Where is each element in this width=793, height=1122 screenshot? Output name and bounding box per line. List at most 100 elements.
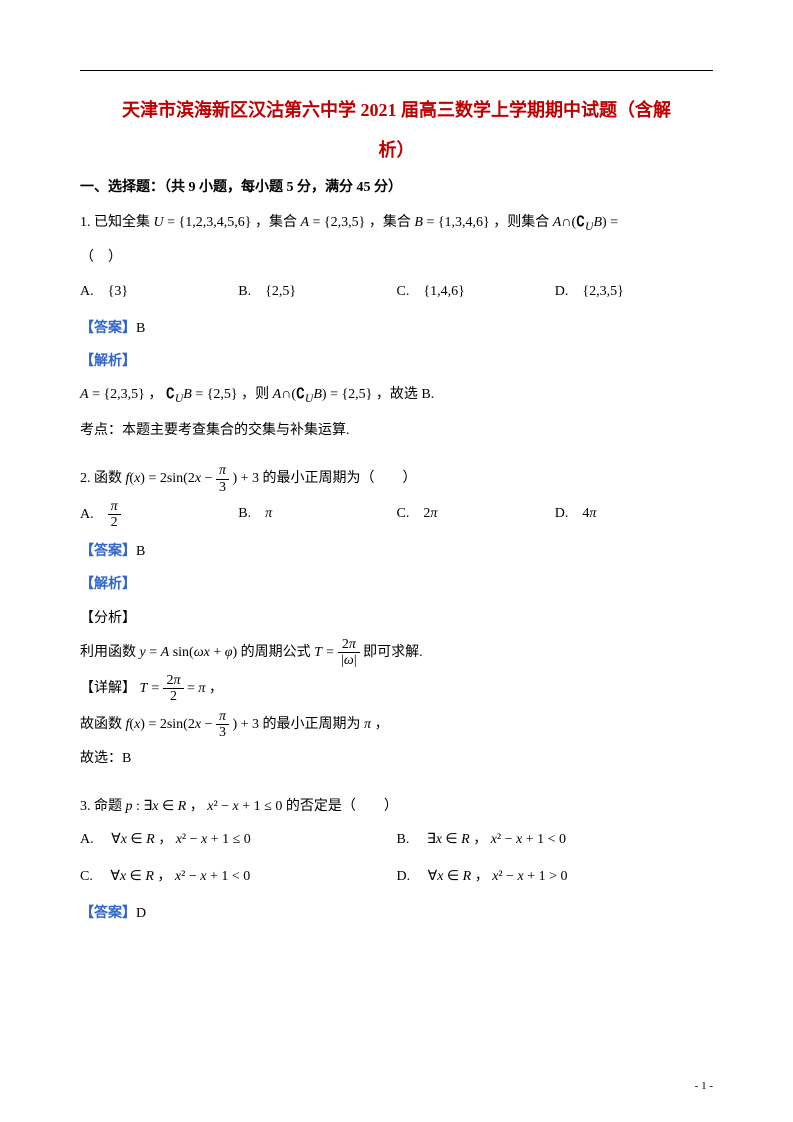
q2-T-frac: 2π|ω| — [338, 637, 360, 669]
q3-optA-q: ∀x ∈ R — [111, 832, 155, 847]
q2-optA-num: π — [108, 499, 121, 515]
q1-optB-lab: B. — [238, 284, 265, 299]
q1-U: U — [154, 215, 164, 230]
q2-optC-lab: C. — [397, 506, 424, 521]
q1-sol-CB-set: = {2,5} — [192, 387, 238, 402]
q2-answer: 【答案】B — [80, 537, 713, 566]
q2-so-val: π — [364, 717, 371, 732]
q3-ineq: x² − x + 1 ≤ 0 — [207, 799, 282, 814]
q3-optC-sep: ， — [157, 869, 175, 884]
q1-optA-val: {3} — [108, 284, 128, 299]
q1-stem: 1. 已知全集 U = {1,2,3,4,5,6} ，集合 A = {2,3,5… — [80, 208, 713, 239]
q2-optA: A. π2 — [80, 499, 238, 531]
q1-sol-mid2: ，则 — [241, 387, 273, 402]
q3-p-expr: : ∃x ∈ R — [133, 799, 187, 814]
q2-detail-T: T = — [140, 681, 160, 696]
q1-optC: C. {1,4,6} — [397, 277, 555, 308]
q2-frac-num: π — [216, 463, 229, 479]
q3-optC-q: ∀x ∈ R — [110, 869, 154, 884]
q1-sol-cap: ∩( — [281, 387, 296, 402]
q1-sol-complement2: ∁ — [296, 387, 305, 402]
page-title: 天津市滨海新区汉沽第六中学 2021 届高三数学上学期期中试题（含解 析） — [80, 91, 713, 170]
q2-jiexi: 【解析】 — [80, 570, 713, 599]
q2-ans: B — [136, 544, 145, 559]
q1-sol-complement: ∁ — [166, 387, 175, 402]
q3-optB-lab: B. — [397, 832, 424, 847]
q1-answer: 【答案】B — [80, 314, 713, 343]
q1-sol-A: A — [80, 387, 89, 402]
title-line-1: 天津市滨海新区汉沽第六中学 2021 届高三数学上学期期中试题（含解 — [122, 100, 671, 120]
q1-B-expr: = {1,3,4,6} — [423, 215, 490, 230]
q3-optD: D. ∀x ∈ R ， x² − x + 1 > 0 — [397, 862, 714, 893]
q1-optC-val: {1,4,6} — [423, 284, 464, 299]
q2-detail-den: 2 — [163, 689, 183, 704]
q3-options-row2: C. ∀x ∈ R ， x² − x + 1 < 0 D. ∀x ∈ R ， x… — [80, 862, 713, 893]
q1-jiexi: 【解析】 — [80, 347, 713, 376]
q2-detail-frac: 2π2 — [163, 673, 183, 705]
q3-optB-sep: ， — [473, 832, 491, 847]
q3-optC-e: x² − x + 1 < 0 — [175, 869, 250, 884]
q1-optD: D. {2,3,5} — [555, 277, 713, 308]
q1-expr-B: B — [593, 215, 602, 230]
q3-post: 的否定是（ ） — [286, 799, 398, 814]
q1-sol-end: ，故选 B. — [376, 387, 434, 402]
q2-so-pre: 故函数 — [80, 717, 126, 732]
q3-optD-e: x² − x + 1 > 0 — [492, 869, 567, 884]
q2-detail-eq: = π — [187, 681, 205, 696]
q2-T-den: |ω| — [338, 653, 360, 668]
q3-options-row1: A. ∀x ∈ R ， x² − x + 1 ≤ 0 B. ∃x ∈ R ， x… — [80, 825, 713, 856]
answer-label-3: 【答案】 — [80, 906, 136, 921]
q2-so-fx-expr: (x) = 2sin(2x − — [129, 717, 216, 732]
q2-fx-post: ) + 3 — [232, 471, 259, 486]
q1-options: A. {3} B. {2,5} C. {1,4,6} D. {2,3,5} — [80, 277, 713, 308]
q1-optB: B. {2,5} — [238, 277, 396, 308]
q2-optD-val: 4π — [582, 506, 596, 521]
q3-p: p — [126, 799, 133, 814]
top-rule — [80, 70, 713, 71]
q2-detail-comma: ， — [209, 681, 223, 696]
q1-mid1: ，集合 — [255, 215, 301, 230]
q2-options: A. π2 B. π C. 2π D. 4π — [80, 499, 713, 531]
answer-label: 【答案】 — [80, 321, 136, 336]
q2-y-expr: = A sin(ωx + φ) — [146, 645, 237, 660]
q3-optC: C. ∀x ∈ R ， x² − x + 1 < 0 — [80, 862, 397, 893]
exam-page: 天津市滨海新区汉沽第六中学 2021 届高三数学上学期期中试题（含解 析） 一、… — [0, 0, 793, 1122]
q1-optC-lab: C. — [397, 284, 424, 299]
q2-so-fx-post: ) + 3 — [232, 717, 259, 732]
jiexi-label: 【解析】 — [80, 354, 136, 369]
section-header: 一、选择题：（共 9 小题，每小题 5 分，满分 45 分） — [80, 176, 713, 196]
q3-optC-lab: C. — [80, 869, 107, 884]
q2-optD-lab: D. — [555, 506, 583, 521]
title-line-2: 析） — [379, 140, 415, 160]
q2-so-post: 的最小正周期为 — [263, 717, 365, 732]
q1-optB-val: {2,5} — [265, 284, 296, 299]
q2-stem-post: 的最小正周期为（ ） — [263, 471, 417, 486]
q1-pre: 1. 已知全集 — [80, 215, 154, 230]
q2-detail-label: 【详解】 — [80, 681, 136, 696]
q2-fx-expr: (x) = 2sin(2x − — [129, 471, 216, 486]
q2-analysis: 利用函数 y = A sin(ωx + φ) 的周期公式 T = 2π|ω| 即… — [80, 637, 713, 669]
q3-optA-sep: ， — [158, 832, 176, 847]
q2-an-post: 即可求解. — [363, 645, 423, 660]
q3-optD-sep: ， — [475, 869, 493, 884]
q1-A-expr: = {2,3,5} — [309, 215, 365, 230]
q2-detail: 【详解】 T = 2π2 = π ， — [80, 673, 713, 705]
q3-optD-lab: D. — [397, 869, 425, 884]
q2-so-comma: ， — [375, 717, 389, 732]
q2-T-num: 2π — [338, 637, 360, 653]
q1-complement-icon: ∁ — [576, 215, 585, 230]
q2-detail-num: 2π — [163, 673, 183, 689]
spacer-2 — [80, 778, 713, 792]
q3-optD-q: ∀x ∈ R — [428, 869, 472, 884]
q2-optA-frac: π2 — [108, 499, 121, 531]
q1-U-expr: = {1,2,3,4,5,6} — [164, 215, 252, 230]
q2-optA-den: 2 — [108, 515, 121, 530]
q1-ans: B — [136, 321, 145, 336]
q3-ans: D — [136, 906, 146, 921]
q1-mid3: ，则集合 — [493, 215, 553, 230]
spacer — [80, 449, 713, 463]
q2-Teq: T = — [314, 645, 334, 660]
q2-fenxi: 【分析】 — [80, 604, 713, 633]
q3-pre: 3. 命题 — [80, 799, 126, 814]
q2-so-den: 3 — [216, 725, 229, 740]
